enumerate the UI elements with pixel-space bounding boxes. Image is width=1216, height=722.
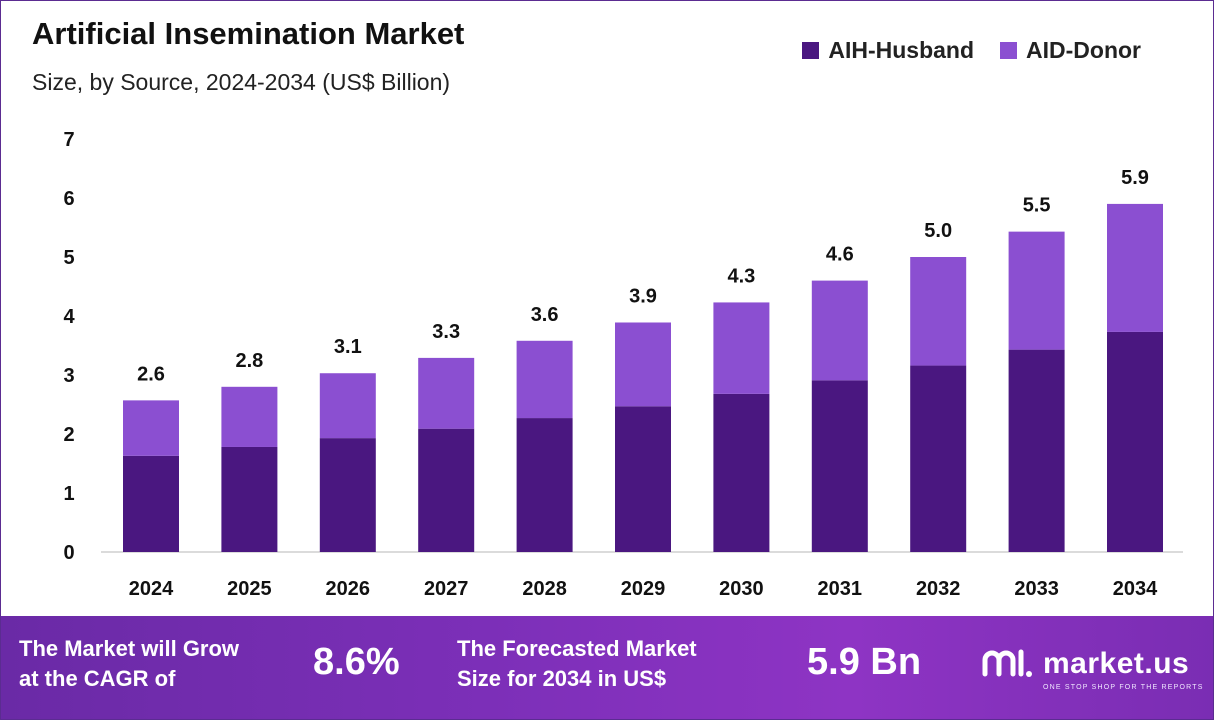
cagr-value: 8.6% [313, 641, 400, 683]
data-label-2033: 5.5 [1023, 195, 1051, 217]
bar-chart: 0 1 2 3 4 5 6 7 2.6 2024 2.8 2025 3.1 2026 3.3 2027 3.6 2… [63, 129, 1183, 600]
bar-segment-aih-husband-2027 [418, 428, 475, 552]
bar-segment-aih-husband-2029 [615, 406, 671, 552]
bar-segment-aid-donor-2034 [1107, 203, 1163, 332]
bar-segment-aid-donor-2033 [1008, 231, 1065, 350]
legend-item-aid-donor: AID-Donor [1000, 37, 1141, 64]
cagr-text: The Market will Grow at the CAGR of [19, 636, 240, 691]
bar-segment-aih-husband-2031 [811, 380, 868, 552]
chart-subtitle: Size, by Source, 2024-2034 (US$ Billion) [32, 69, 451, 95]
bar-segment-aid-donor-2030 [713, 302, 770, 394]
x-tick-label-2026: 2026 [326, 578, 371, 600]
brand-logo[interactable]: market.us ONE STOP SHOP FOR THE REPORTS [981, 644, 1202, 691]
legend-swatch-aid-donor [1000, 42, 1018, 59]
data-label-2025: 2.8 [235, 350, 263, 372]
data-label-2027: 3.3 [432, 321, 460, 343]
brand-name: market.us [1043, 647, 1190, 680]
chart-legend: AIH-Husband AID-Donor [802, 37, 1141, 64]
bar-segment-aih-husband-2030 [713, 393, 770, 552]
x-tick-label-2024: 2024 [129, 578, 174, 600]
x-tick-label-2029: 2029 [621, 578, 666, 600]
bar-segment-aih-husband-2034 [1107, 331, 1163, 552]
x-tick-label-2031: 2031 [818, 578, 863, 600]
data-label-2031: 4.6 [826, 244, 854, 266]
bar-segment-aid-donor-2027 [418, 357, 475, 429]
bar-segment-aid-donor-2024 [123, 400, 179, 456]
y-tick-label: 2 [63, 424, 74, 446]
x-tick-label-2025: 2025 [227, 578, 272, 600]
y-tick-label: 6 [63, 188, 74, 210]
y-tick-label: 4 [63, 306, 75, 328]
bar-segment-aih-husband-2026 [319, 438, 376, 552]
bar-segment-aih-husband-2028 [516, 418, 573, 552]
y-tick-label: 1 [63, 483, 74, 505]
y-tick-label: 3 [63, 365, 74, 387]
bar-segment-aid-donor-2031 [811, 280, 868, 381]
bar-segment-aih-husband-2032 [910, 365, 967, 552]
bar-segment-aih-husband-2025 [221, 446, 278, 552]
x-tick-label-2027: 2027 [424, 578, 469, 600]
data-label-2028: 3.6 [531, 304, 559, 326]
data-label-2029: 3.9 [629, 285, 657, 307]
x-tick-label-2028: 2028 [522, 578, 567, 600]
data-label-2030: 4.3 [727, 265, 755, 287]
legend-item-aih-husband: AIH-Husband [802, 37, 974, 64]
bar-segment-aih-husband-2033 [1008, 349, 1065, 552]
data-label-2034: 5.9 [1121, 167, 1149, 189]
legend-label-aih-husband: AIH-Husband [828, 37, 975, 63]
legend-label-aid-donor: AID-Donor [1026, 37, 1141, 63]
bar-segment-aid-donor-2032 [910, 257, 967, 366]
bar-segment-aih-husband-2024 [123, 455, 179, 552]
market-us-logo-icon [982, 649, 1032, 677]
data-label-2026: 3.1 [334, 336, 362, 358]
forecast-value: 5.9 Bn [807, 641, 922, 683]
forecast-text: The Forecasted Market Size for 2034 in U… [457, 636, 697, 691]
chart-title: Artificial Insemination Market [32, 16, 465, 51]
bar-segment-aid-donor-2026 [319, 373, 376, 439]
bar-segment-aid-donor-2025 [221, 386, 278, 447]
bar-segment-aid-donor-2028 [516, 340, 573, 419]
y-tick-label: 5 [63, 247, 74, 269]
footer-banner: The Market will Grow at the CAGR of 8.6%… [1, 616, 1213, 719]
y-tick-label: 7 [63, 129, 74, 151]
data-label-2032: 5.0 [924, 220, 952, 242]
data-label-2024: 2.6 [137, 363, 165, 385]
y-tick-label: 0 [63, 542, 74, 564]
bar-segment-aid-donor-2029 [615, 322, 671, 407]
x-tick-label-2034: 2034 [1113, 578, 1158, 600]
x-tick-label-2032: 2032 [916, 578, 961, 600]
legend-swatch-aih-husband [802, 42, 820, 59]
x-tick-label-2030: 2030 [719, 578, 764, 600]
x-tick-label-2033: 2033 [1014, 578, 1059, 600]
brand-tagline: ONE STOP SHOP FOR THE REPORTS [1043, 684, 1204, 691]
